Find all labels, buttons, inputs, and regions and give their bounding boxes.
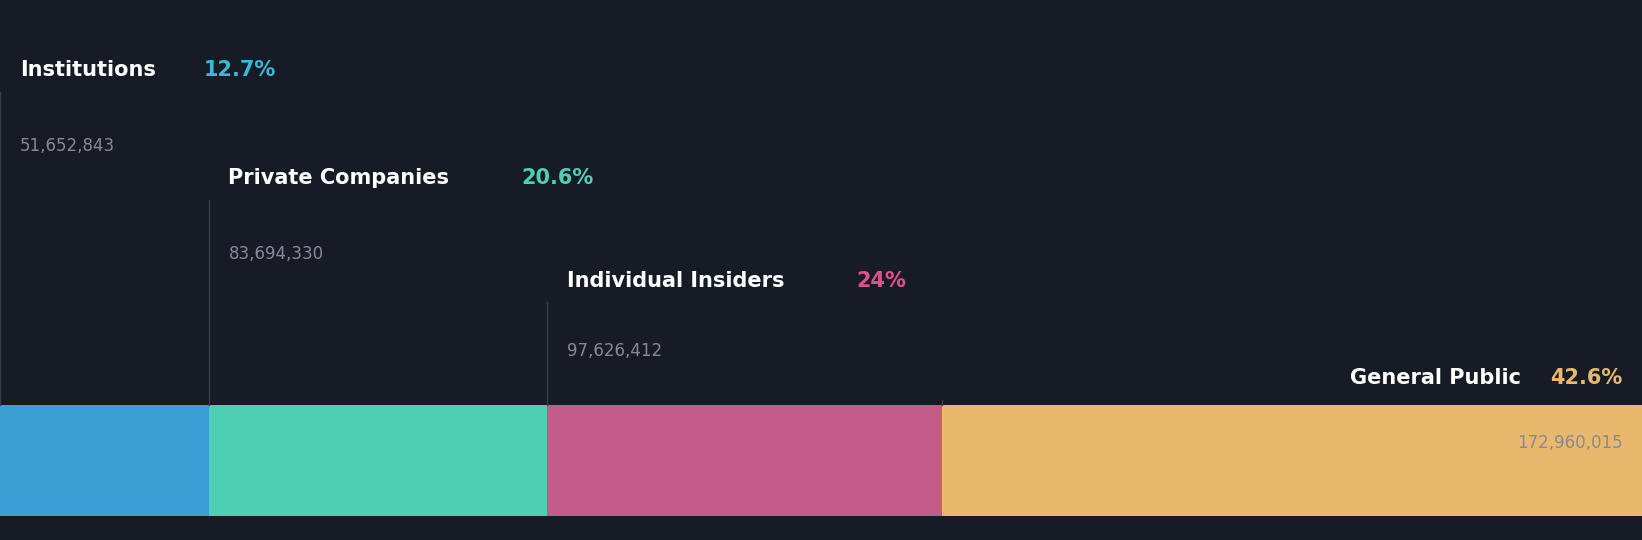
Bar	[0, 405, 209, 516]
Text: General Public: General Public	[1350, 368, 1520, 388]
Text: 12.7%: 12.7%	[204, 60, 276, 80]
Text: Institutions: Institutions	[20, 60, 156, 80]
Bar	[209, 405, 547, 516]
Text: 24%: 24%	[855, 271, 906, 291]
Text: 42.6%: 42.6%	[1550, 368, 1622, 388]
Text: Individual Insiders: Individual Insiders	[566, 271, 785, 291]
Text: 97,626,412: 97,626,412	[566, 342, 662, 360]
Bar	[547, 405, 943, 516]
Text: 51,652,843: 51,652,843	[20, 137, 115, 155]
Text: 172,960,015: 172,960,015	[1517, 434, 1622, 452]
Text: 83,694,330: 83,694,330	[228, 245, 323, 263]
Text: 20.6%: 20.6%	[522, 168, 594, 188]
Bar	[943, 405, 1642, 516]
Text: Private Companies: Private Companies	[228, 168, 450, 188]
